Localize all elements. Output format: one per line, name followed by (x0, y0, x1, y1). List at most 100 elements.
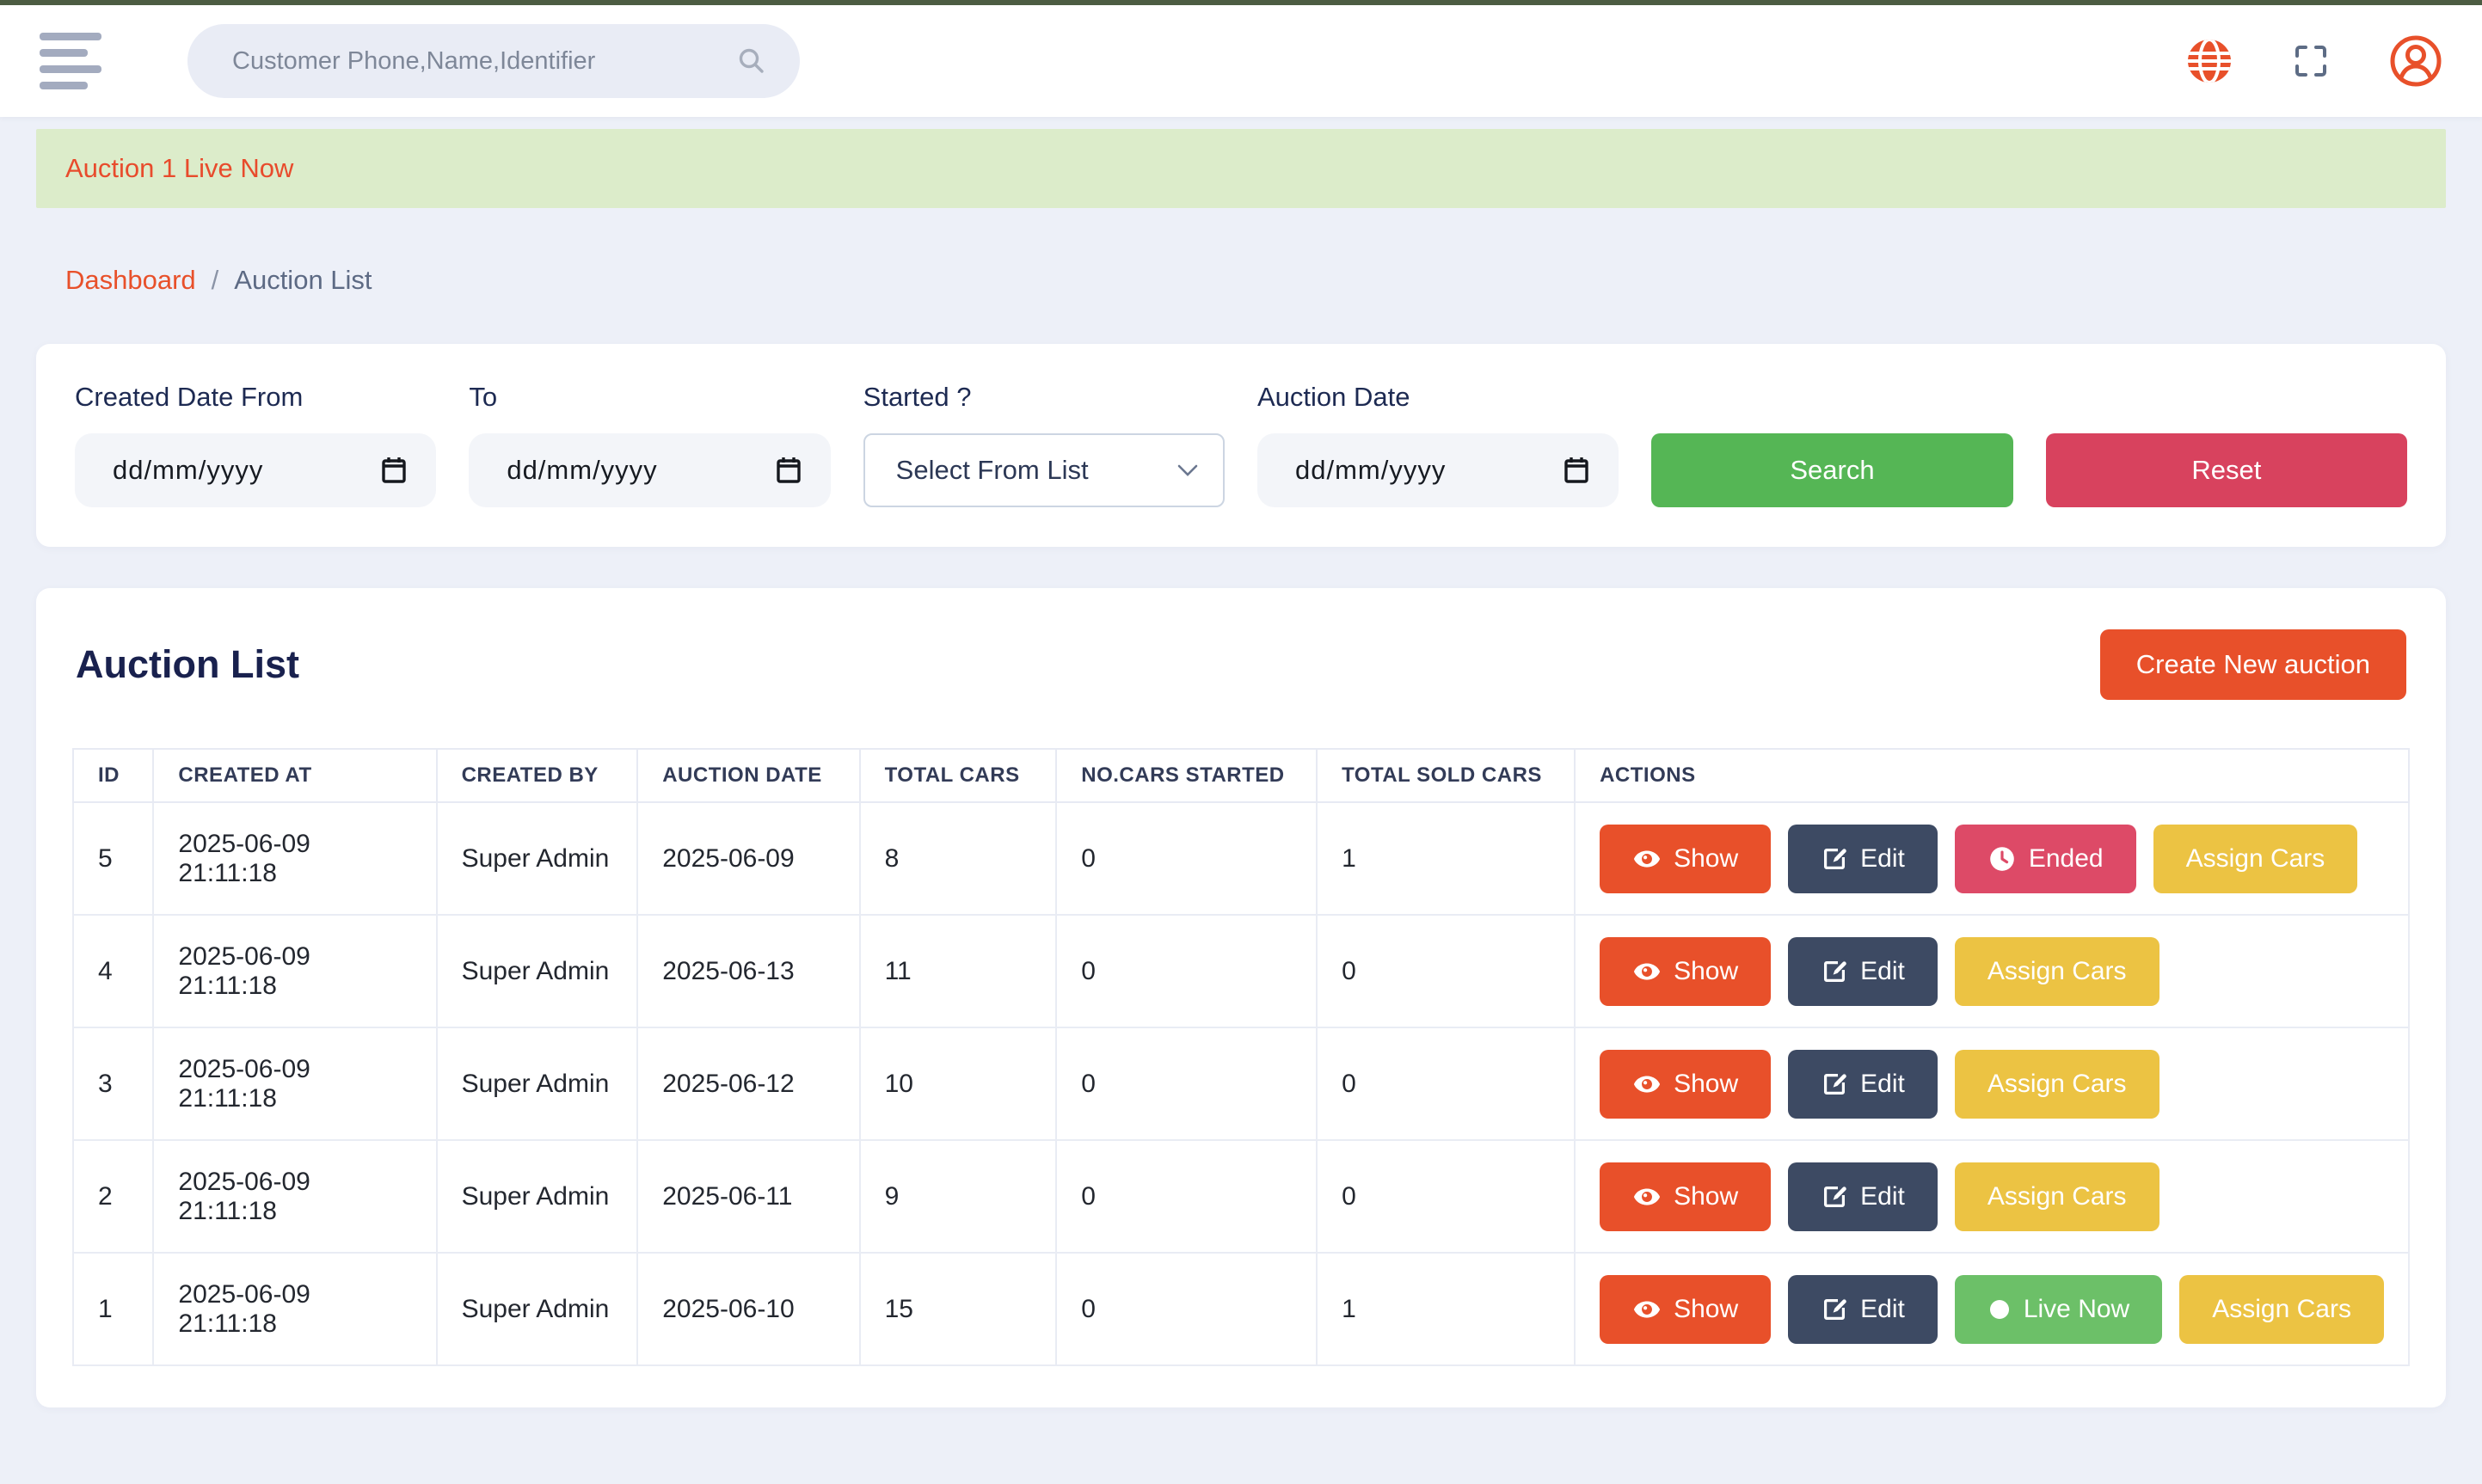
column-header-created-at: CREATED AT (152, 748, 438, 803)
edit-button-label: Edit (1860, 1181, 1905, 1211)
assign-button[interactable]: Assign Cars (2153, 824, 2358, 893)
auction-date-input[interactable]: dd/mm/yyyy (1257, 433, 1619, 507)
calendar-icon[interactable] (381, 456, 407, 485)
assign-button[interactable]: Assign Cars (2179, 1274, 2384, 1344)
show-button[interactable]: Show (1600, 1162, 1772, 1231)
table-row: 5 2025-06-09 21:11:18 Super Admin 2025-06-0… (71, 801, 2410, 916)
breadcrumb-separator: / (211, 265, 219, 295)
assign-button[interactable]: Assign Cars (1954, 1049, 2159, 1119)
cell-total-cars: 10 (858, 1027, 1058, 1141)
page-title: Auction List (76, 642, 299, 686)
cell-total-cars: 8 (858, 801, 1058, 916)
filter-created-date-to: To dd/mm/yyyy (469, 382, 831, 507)
cell-actions: Show Edit Assign Cars (1574, 1027, 2410, 1141)
breadcrumb-dashboard-link[interactable]: Dashboard (65, 265, 196, 295)
edit-button[interactable]: Edit (1788, 936, 1938, 1006)
cell-created-at: 2025-06-09 21:11:18 (152, 1027, 438, 1141)
breadcrumb-current-page: Auction List (234, 265, 372, 295)
cell-cars-started: 0 (1055, 1027, 1318, 1141)
cell-sold-cars: 0 (1316, 914, 1576, 1028)
cell-cars-started: 0 (1055, 1252, 1318, 1366)
breadcrumb: Dashboard / Auction List (65, 265, 2482, 296)
edit-button[interactable]: Edit (1788, 1049, 1938, 1119)
edit-button[interactable]: Edit (1788, 1162, 1938, 1231)
show-button-label: Show (1674, 956, 1739, 985)
column-header-total-sold-cars: TOTAL SOLD CARS (1316, 748, 1576, 803)
cell-total-cars: 11 (858, 914, 1058, 1028)
chevron-down-icon (1176, 463, 1199, 477)
global-search[interactable] (187, 24, 800, 98)
cell-cars-started: 0 (1055, 914, 1318, 1028)
filter-auction-date: Auction Date dd/mm/yyyy (1257, 382, 1619, 507)
column-header-id: ID (71, 748, 155, 803)
ended-button[interactable]: Ended (1954, 824, 2136, 893)
column-header-total-cars: TOTAL CARS (858, 748, 1058, 803)
show-button[interactable]: Show (1600, 824, 1772, 893)
assign-button[interactable]: Assign Cars (1954, 1162, 2159, 1231)
column-header-no-cars-started: NO.CARS STARTED (1055, 748, 1318, 803)
started-select[interactable]: Select From List (863, 433, 1225, 507)
cell-actions: Show Edit Live Now Assign Cars (1574, 1252, 2410, 1366)
table-row: 1 2025-06-09 21:11:18 Super Admin 2025-06-1… (71, 1252, 2410, 1366)
user-avatar-icon[interactable] (2389, 34, 2442, 88)
cell-auction-date: 2025-06-10 (636, 1252, 861, 1366)
search-input[interactable] (232, 46, 736, 76)
assign-button-label: Assign Cars (2185, 843, 2325, 873)
create-new-auction-button[interactable]: Create New auction (2099, 629, 2406, 700)
cell-created-by: Super Admin (435, 1252, 639, 1366)
cell-id: 3 (71, 1027, 155, 1141)
cell-total-cars: 15 (858, 1252, 1058, 1366)
created-date-from-input[interactable]: dd/mm/yyyy (75, 433, 437, 507)
cell-actions: Show Edit Ended Assign Cars (1574, 801, 2410, 916)
edit-button[interactable]: Edit (1788, 824, 1938, 893)
cell-sold-cars: 1 (1316, 1252, 1576, 1366)
show-button[interactable]: Show (1600, 936, 1772, 1006)
cell-created-by: Super Admin (435, 1027, 639, 1141)
cell-actions: Show Edit Assign Cars (1574, 1139, 2410, 1254)
assign-button-label: Assign Cars (1987, 956, 2127, 985)
language-globe-icon[interactable] (2186, 38, 2233, 84)
hamburger-menu-icon[interactable] (40, 33, 105, 89)
show-button-label: Show (1674, 843, 1739, 873)
calendar-icon[interactable] (776, 456, 802, 485)
cell-actions: Show Edit Assign Cars (1574, 914, 2410, 1028)
assign-button[interactable]: Assign Cars (1954, 936, 2159, 1006)
cell-id: 2 (71, 1139, 155, 1254)
live-button-label: Live Now (2023, 1294, 2130, 1323)
edit-button[interactable]: Edit (1788, 1274, 1938, 1344)
created-date-to-input[interactable]: dd/mm/yyyy (469, 433, 831, 507)
started-label: Started ? (863, 382, 972, 412)
search-icon[interactable] (736, 46, 767, 77)
cell-created-at: 2025-06-09 21:11:18 (152, 1252, 438, 1366)
show-button[interactable]: Show (1600, 1274, 1772, 1344)
reset-button[interactable]: Reset (2045, 433, 2407, 507)
edit-button-label: Edit (1860, 956, 1905, 985)
cell-sold-cars: 1 (1316, 801, 1576, 916)
search-button[interactable]: Search (1651, 433, 2013, 507)
edit-button-label: Edit (1860, 843, 1905, 873)
auctions-table: ID CREATED AT CREATED BY AUCTION DATE TOTAL … (71, 748, 2410, 1366)
cell-auction-date: 2025-06-13 (636, 914, 861, 1028)
created-date-from-label: Created Date From (75, 382, 304, 412)
assign-button-label: Assign Cars (1987, 1069, 2127, 1098)
edit-button-label: Edit (1860, 1069, 1905, 1098)
cell-cars-started: 0 (1055, 801, 1318, 916)
cell-created-at: 2025-06-09 21:11:18 (152, 801, 438, 916)
cell-created-at: 2025-06-09 21:11:18 (152, 914, 438, 1028)
live-button[interactable]: Live Now (1954, 1274, 2163, 1344)
cell-id: 1 (71, 1252, 155, 1366)
show-button[interactable]: Show (1600, 1049, 1772, 1119)
started-select-value: Select From List (895, 455, 1089, 485)
show-button-label: Show (1674, 1069, 1739, 1098)
auction-date-label: Auction Date (1257, 382, 1410, 412)
calendar-icon[interactable] (1564, 456, 1589, 485)
auction-list-panel: Auction List Create New auction ID CREATE… (36, 588, 2446, 1407)
filters-panel: Created Date From dd/mm/yyyy To dd/mm/yy… (36, 344, 2446, 547)
created-date-to-value: dd/mm/yyyy (507, 455, 658, 485)
cell-auction-date: 2025-06-09 (636, 801, 861, 916)
cell-cars-started: 0 (1055, 1139, 1318, 1254)
cell-id: 5 (71, 801, 155, 916)
cell-created-at: 2025-06-09 21:11:18 (152, 1139, 438, 1254)
cell-created-by: Super Admin (435, 1139, 639, 1254)
fullscreen-icon[interactable] (2293, 43, 2329, 79)
